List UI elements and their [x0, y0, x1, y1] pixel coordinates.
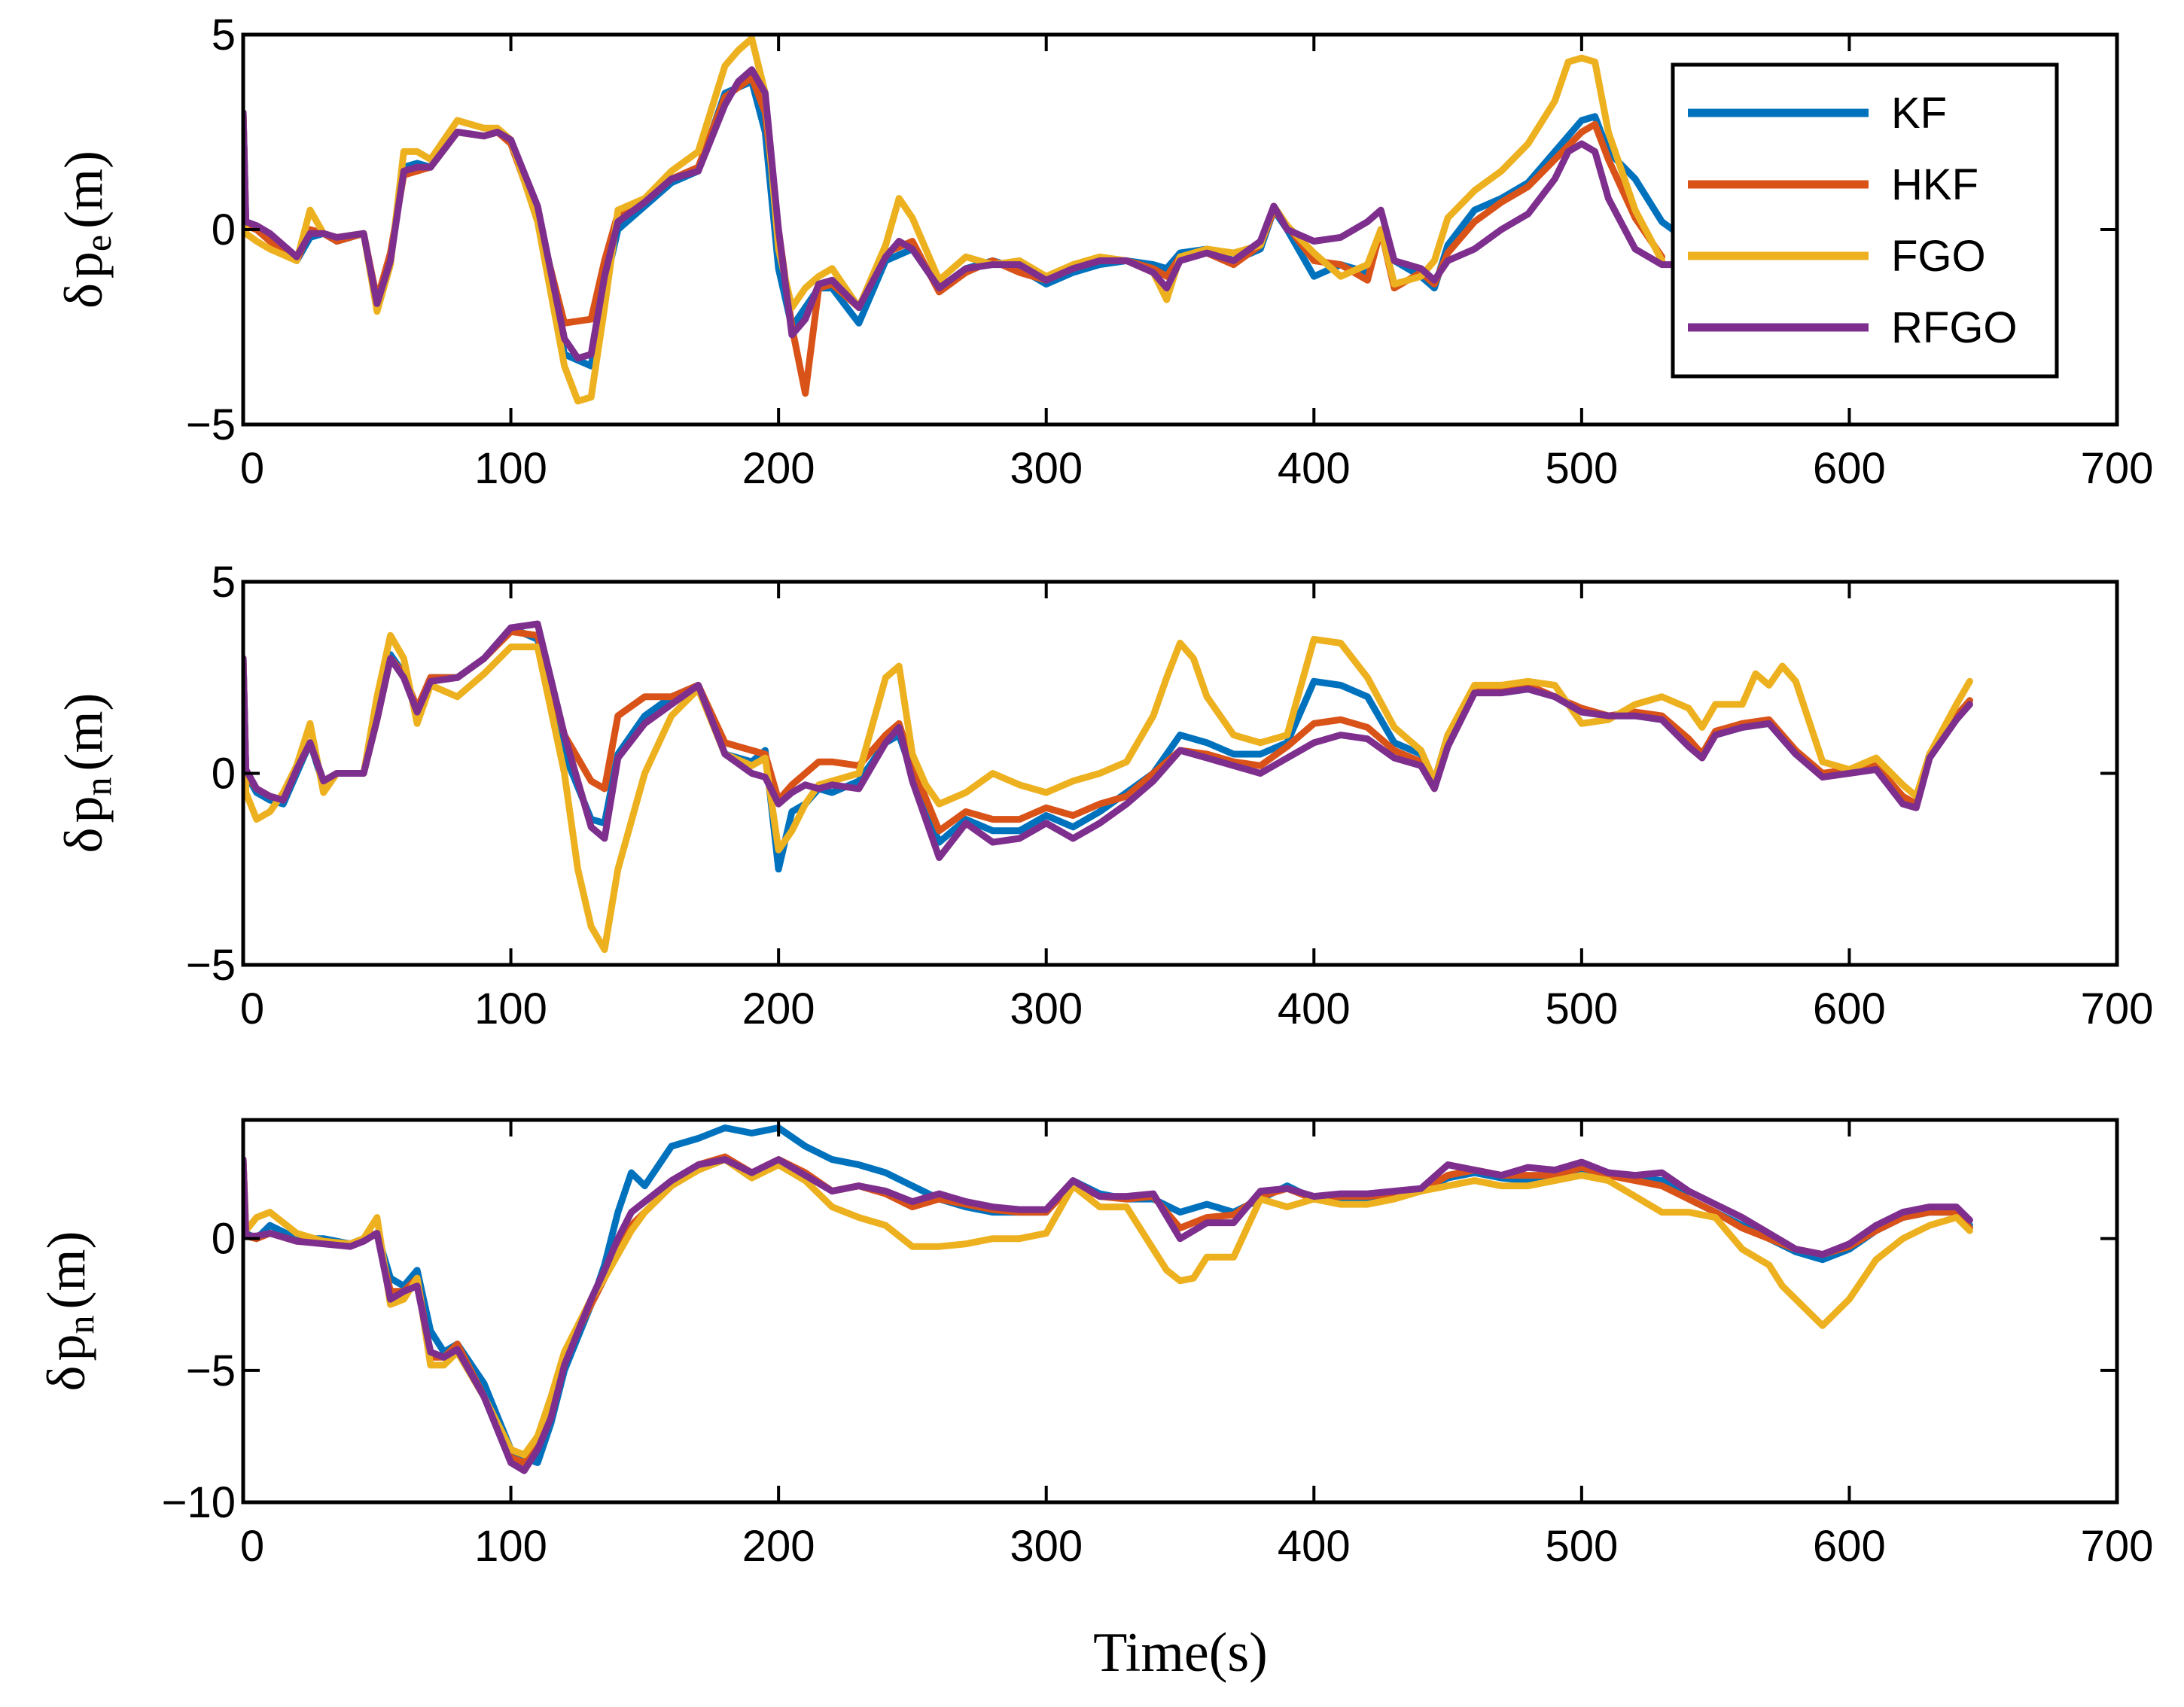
x-tick-label: 0 — [240, 1522, 264, 1571]
series-line-fgo-panel-3 — [243, 1156, 1973, 1459]
panel-3-lines — [243, 1124, 1973, 1474]
x-tick-label: 700 — [2081, 444, 2154, 493]
y-tick-label: 0 — [212, 750, 236, 799]
panel-3-ylabel-unit: (m) — [36, 1231, 96, 1310]
panel-2: 0 100 200 300 400 500 600 700−505 δpn(m) — [53, 558, 2154, 1033]
panel-3-ylabel-symbol: δ — [36, 1366, 96, 1392]
x-tick-label: 300 — [1010, 1522, 1083, 1571]
y-tick-label: −5 — [186, 941, 236, 990]
panel-1: 0 100 200 300 400 500 600 700−505 δpe(m) KF HKF… — [53, 11, 2154, 493]
x-tick-label: 0 — [240, 444, 264, 493]
svg-text:δpe(m): δpe (m) — [53, 151, 120, 309]
panel-3-ylabel: δpn (m) — [36, 1231, 102, 1392]
y-tick-label: −5 — [186, 400, 236, 449]
panel-1-ylabel-letter: p — [53, 251, 114, 278]
legend-label-fgo: FGO — [1891, 232, 1986, 281]
panel-2-ylabel-subscript: n — [77, 777, 119, 796]
panel-2-ylabel: δpn (m) — [53, 693, 120, 854]
x-tick-label: 200 — [742, 444, 815, 493]
panel-3: 0 100 200 300 400 500 600 700 −10 −5 0 δpn (m) Time… — [36, 1118, 2154, 1684]
x-tick-label: 500 — [1545, 984, 1618, 1033]
panel-1-ticks: 0 100 200 300 400 500 600 700−505 — [186, 11, 2154, 493]
panel-2-lines — [243, 620, 1973, 954]
x-tick-label: 700 — [2081, 1522, 2154, 1571]
y-tick-label: −5 — [186, 1346, 236, 1395]
panel-2-ylabel-unit: (m) — [53, 693, 114, 771]
legend-label-rfgo: RFGO — [1891, 303, 2018, 352]
x-tick-label: 300 — [1010, 984, 1083, 1033]
x-tick-label: 600 — [1813, 444, 1886, 493]
panel-2-ylabel-letter: p — [53, 796, 114, 823]
panel-1-ylabel-symbol: δ — [53, 283, 114, 309]
y-tick-label: 0 — [212, 205, 236, 254]
panel-2-ticks: 0 100 200 300 400 500 600 700−505 — [186, 558, 2154, 1033]
panel-3-ylabel-subscript: n — [59, 1316, 102, 1334]
panel-3-ticks: 0 100 200 300 400 500 600 700 −10 −5 0 — [162, 1120, 2154, 1571]
y-tick-label: −10 — [162, 1478, 236, 1527]
x-axis-label: Time(s) — [1093, 1622, 1268, 1684]
x-tick-label: 200 — [742, 984, 815, 1033]
panel-2-ylabel-symbol: δ — [53, 828, 114, 854]
x-tick-label: 100 — [474, 1522, 547, 1571]
series-line-rfgo-panel-1 — [243, 66, 1679, 362]
x-tick-label: 600 — [1813, 1522, 1886, 1571]
panel-1-ylabel-unit: (m) — [53, 151, 114, 229]
y-tick-label: 5 — [212, 11, 236, 59]
svg-text:δpn(m): δpn (m) — [53, 693, 120, 854]
x-tick-label: 100 — [474, 984, 547, 1033]
x-tick-label: 500 — [1545, 1522, 1618, 1571]
panel-3-ylabel-letter: p — [36, 1334, 96, 1362]
x-tick-label: 200 — [742, 1522, 815, 1571]
x-tick-label: 400 — [1278, 984, 1351, 1033]
panel-3-axes-box — [241, 1118, 2119, 1505]
legend: KF HKF FGO RFGO — [1671, 62, 2059, 379]
panel-1-ylabel-subscript: e — [77, 235, 119, 251]
legend-label-kf: KF — [1891, 89, 1947, 138]
svg-text:δpn(m): δpn (m) — [36, 1231, 102, 1392]
x-tick-label: 100 — [474, 444, 547, 493]
series-line-rfgo-panel-2 — [243, 620, 1973, 861]
x-tick-label: 300 — [1010, 444, 1083, 493]
x-tick-label: 700 — [2081, 984, 2154, 1033]
y-tick-label: 0 — [212, 1215, 236, 1264]
panel-1-ylabel: δpe (m) — [53, 151, 120, 309]
x-tick-label: 400 — [1278, 1522, 1351, 1571]
series-line-rfgo-panel-3 — [243, 1156, 1973, 1474]
legend-label-hkf: HKF — [1891, 160, 1978, 209]
x-tick-label: 400 — [1278, 444, 1351, 493]
x-tick-label: 0 — [240, 984, 264, 1033]
panel-1-lines — [243, 35, 1719, 405]
y-tick-label: 5 — [212, 558, 236, 607]
x-tick-label: 600 — [1813, 984, 1886, 1033]
x-tick-label: 500 — [1545, 444, 1618, 493]
